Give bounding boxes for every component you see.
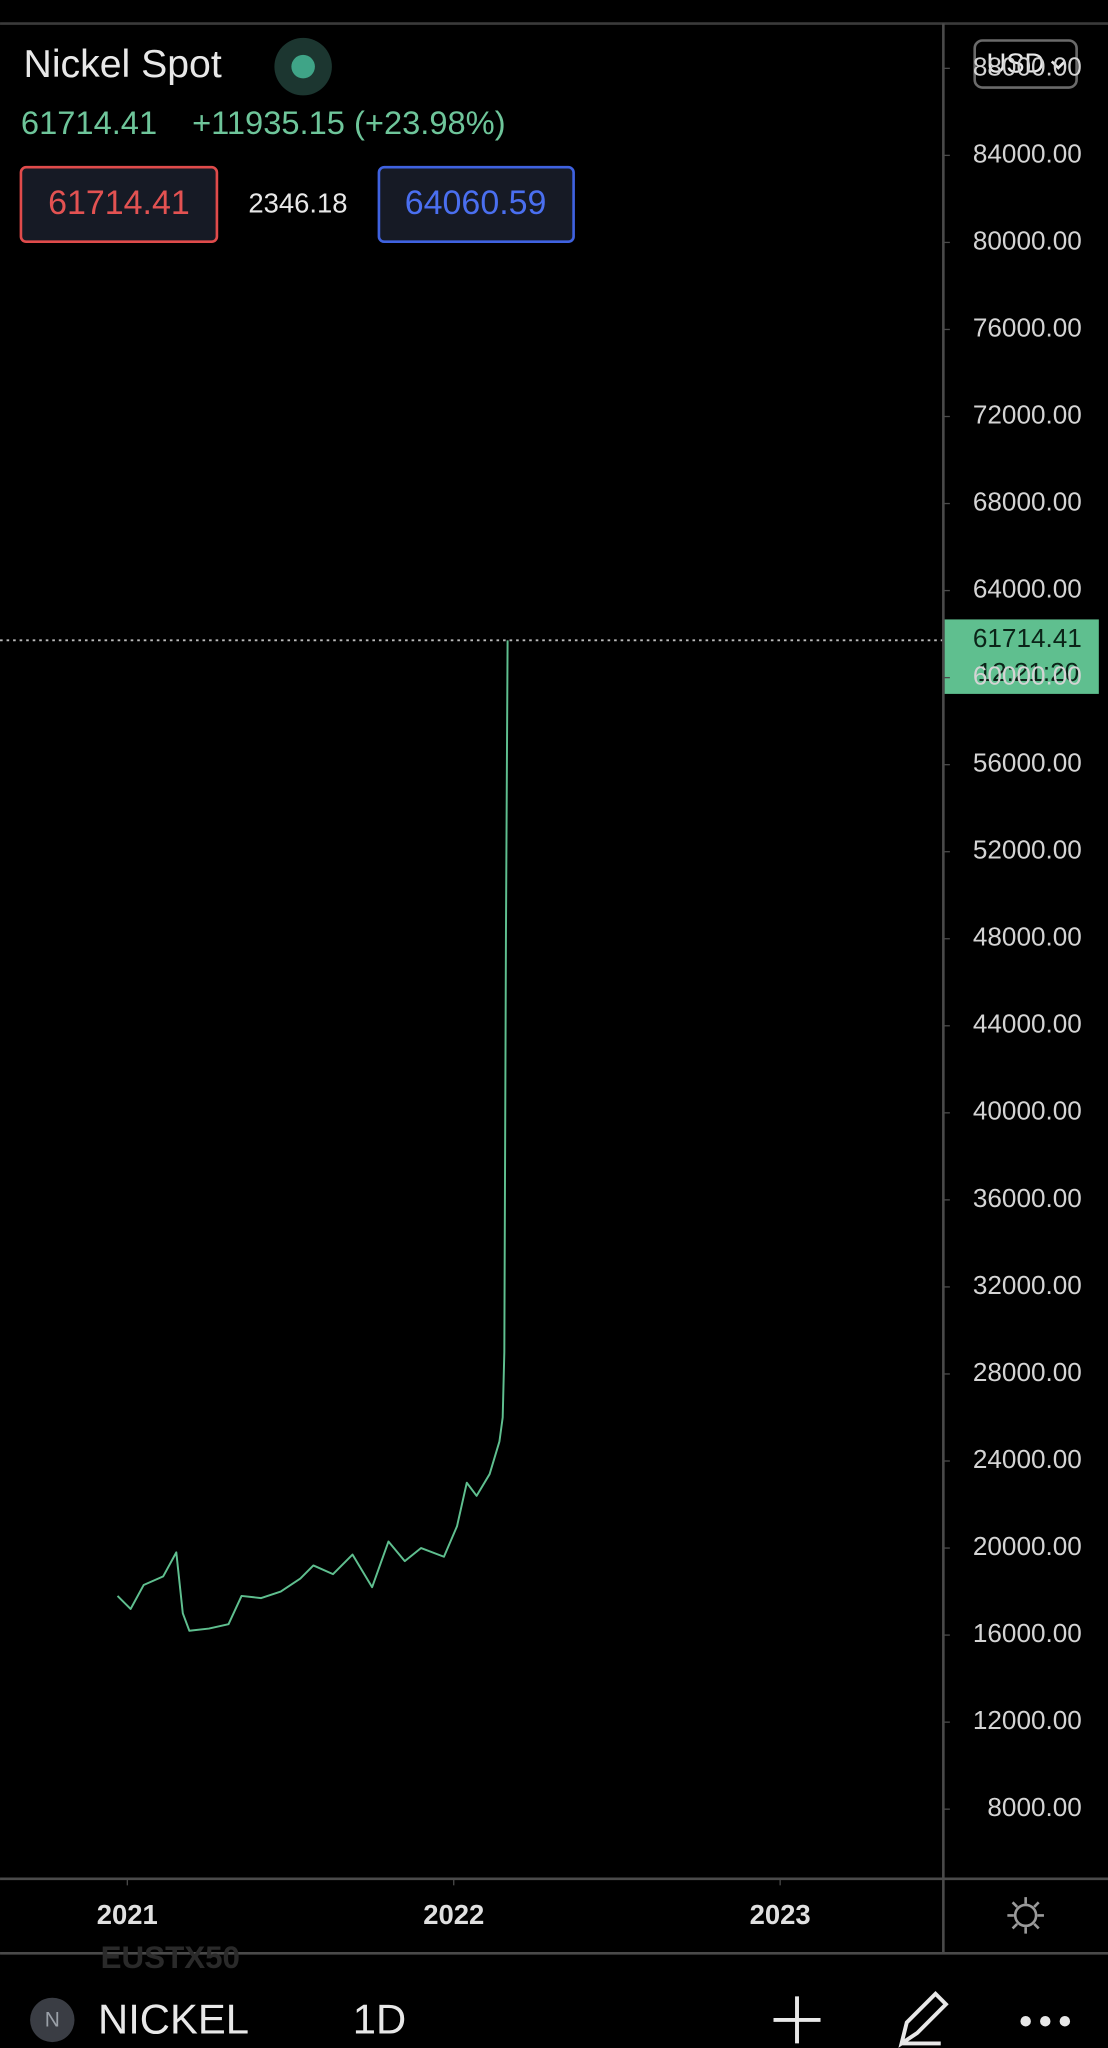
x-tick-label: 2022 <box>423 1899 484 1930</box>
y-tick-label: 68000.00 <box>973 486 1082 516</box>
gear-spokes <box>1007 1897 1044 1934</box>
y-tick-label: 48000.00 <box>973 922 1082 952</box>
quote-change: +11935.15 (+23.98%) <box>192 104 506 141</box>
y-tick-label: 28000.00 <box>973 1357 1082 1387</box>
y-tick-label: 52000.00 <box>973 835 1082 865</box>
y-tick-label: 36000.00 <box>973 1183 1082 1213</box>
y-tick-label: 8000.00 <box>987 1792 1081 1822</box>
ask-price: 64060.59 <box>405 184 547 222</box>
x-tick-label: 2023 <box>750 1899 811 1930</box>
y-tick-label: 88000.00 <box>973 51 1082 81</box>
y-tick-label: 84000.00 <box>973 138 1082 168</box>
bid-box <box>19 165 219 244</box>
price-line <box>116 640 509 1632</box>
dot <box>1020 2015 1031 2027</box>
y-tick-label: 20000.00 <box>973 1531 1082 1561</box>
last-price-box <box>944 619 1099 694</box>
draw-icon[interactable] <box>898 1991 949 2048</box>
bid-button[interactable]: 61714.41 <box>19 165 219 244</box>
currency-label: USD <box>986 48 1044 79</box>
y-tick-label: 44000.00 <box>973 1009 1082 1039</box>
plot-area <box>0 639 944 1632</box>
symbol-button[interactable]: NICKEL <box>98 1996 249 2043</box>
dot <box>1040 2015 1051 2027</box>
currency-button[interactable]: USD <box>973 39 1078 89</box>
status-dot <box>291 54 315 79</box>
last-price-time: 12:21:20 <box>978 657 1080 687</box>
symbol-title: Nickel Spot <box>24 43 222 86</box>
y-tick-label: 64000.00 <box>973 573 1082 603</box>
symbol-icon <box>30 1997 75 2043</box>
add-icon[interactable] <box>773 1996 821 2044</box>
settings-icon[interactable] <box>1007 1897 1044 1934</box>
y-tick-label: 12000.00 <box>973 1705 1082 1735</box>
quote-price: 61714.41 <box>21 104 157 141</box>
ask-button[interactable]: 64060.59 <box>377 165 575 244</box>
spread: 2346.18 <box>248 187 347 218</box>
y-tick-label: 72000.00 <box>973 399 1082 429</box>
y-tick-label: 32000.00 <box>973 1270 1082 1300</box>
last-price-label: 61714.41 12:21:20 <box>944 619 1099 694</box>
gear-ring <box>1013 1903 1038 1928</box>
chevron-icon <box>1050 60 1066 70</box>
dot <box>1059 2015 1071 2027</box>
ask-box <box>377 165 575 244</box>
symbol-icon-letter: N <box>45 2009 60 2032</box>
currency-box <box>973 39 1078 89</box>
y-tick-label: 76000.00 <box>973 312 1082 342</box>
toolbar-bg <box>0 1975 1108 2048</box>
y-tick-label: 16000.00 <box>973 1618 1082 1648</box>
y-tick-label: 24000.00 <box>973 1444 1082 1474</box>
x-tick-label: 2021 <box>97 1899 158 1930</box>
y-tick-label: 56000.00 <box>973 748 1082 778</box>
bid-price: 61714.41 <box>48 184 190 222</box>
interval-button[interactable]: 1D <box>353 1996 406 2043</box>
last-price-value: 61714.41 <box>973 623 1082 653</box>
more-icon[interactable] <box>1020 2015 1071 2027</box>
y-tick-label: 40000.00 <box>973 1096 1082 1126</box>
watchlist-hint: EUSTX50 <box>101 1940 240 1975</box>
y-tick-label: 80000.00 <box>973 225 1082 255</box>
y-tick-label: 60000.00 <box>973 661 1082 691</box>
